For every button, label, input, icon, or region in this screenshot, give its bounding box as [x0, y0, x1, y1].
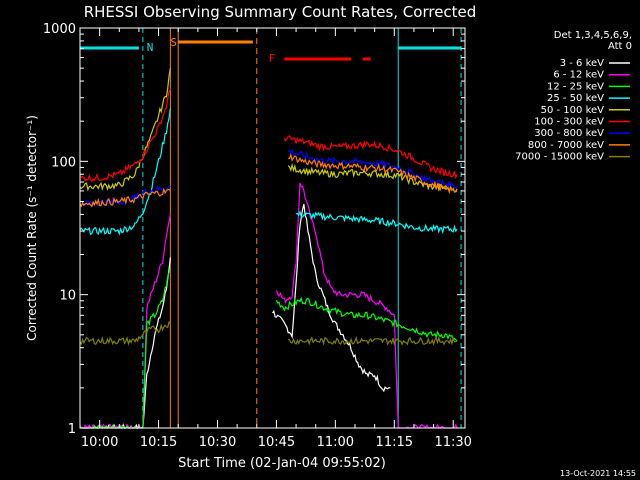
x-axis-label: Start Time (02-Jan-04 09:55:02)	[178, 456, 386, 471]
axes: 1 10 100 1000 10:00 10:15 10:30 10:45 11:00 11:15…	[43, 22, 472, 450]
plot-area: N S F	[79, 28, 462, 430]
x-tick-label: 10:30	[199, 435, 236, 450]
legend-entry-label: 50 - 100 keV	[541, 105, 605, 116]
y-axis-label: Corrected Count Rate (s⁻¹ detector⁻¹)	[25, 115, 39, 341]
x-tick-label: 10:15	[140, 435, 177, 450]
y-tick-label: 1	[68, 422, 76, 437]
series-line-5	[79, 88, 458, 183]
legend-entry-label: 25 - 50 keV	[547, 93, 604, 104]
y-tick-label: 1000	[43, 22, 76, 37]
night-label: N	[147, 41, 154, 54]
x-tick-label: 11:00	[317, 435, 354, 450]
legend-header: Det 1,3,4,5,6,9,	[554, 30, 632, 41]
y-tick-label: 10	[59, 289, 76, 304]
flare-label: F	[269, 52, 276, 65]
saa-label: S	[170, 36, 177, 49]
legend-entry-label: 800 - 7000 keV	[528, 140, 604, 151]
x-tick-label: 11:15	[376, 435, 413, 450]
series-line-7	[79, 152, 458, 208]
legend-entry-label: 3 - 6 keV	[560, 58, 604, 69]
x-tick-label: 10:00	[81, 435, 118, 450]
legend-entry-label: 6 - 12 keV	[553, 70, 604, 81]
timestamp: 13-Oct-2021 14:55	[560, 469, 636, 478]
x-tick-label: 10:45	[258, 435, 295, 450]
legend-entry-label: 100 - 300 keV	[534, 117, 604, 128]
legend-entry-label: 7000 - 15000 keV	[515, 152, 604, 163]
legend-header: Att 0	[608, 41, 632, 52]
plot-frame	[79, 27, 466, 429]
legend-entry-label: 12 - 25 keV	[547, 81, 604, 92]
y-tick-label: 100	[51, 155, 76, 170]
x-tick-label: 11:30	[434, 435, 471, 450]
legend-entry-label: 300 - 800 keV	[534, 128, 604, 139]
chart-title: RHESSI Observing Summary Count Rates, Co…	[84, 3, 477, 21]
series-line-3	[79, 108, 458, 236]
series-line-8	[79, 320, 458, 347]
